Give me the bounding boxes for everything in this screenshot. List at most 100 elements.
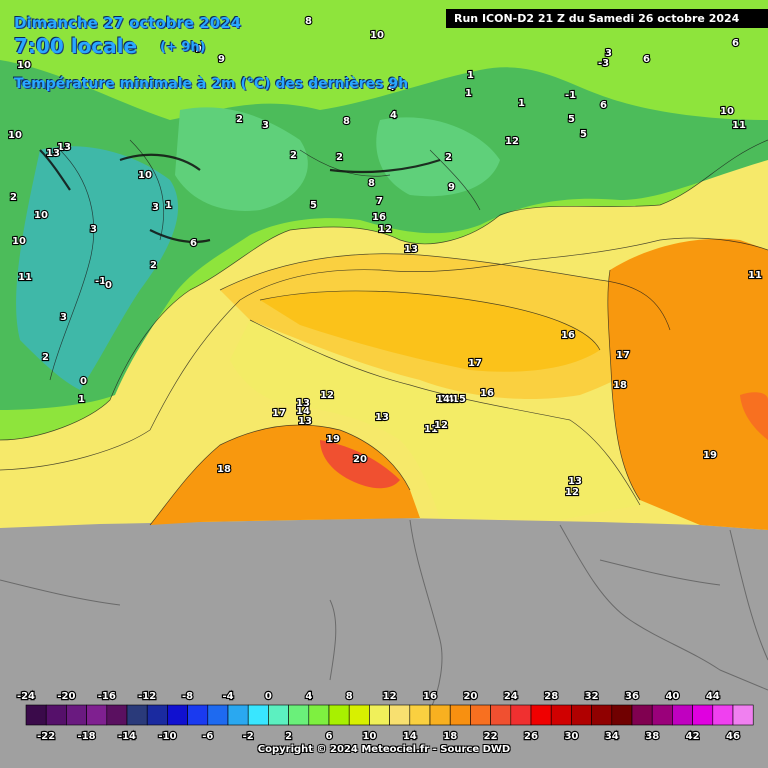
contour-label: 0	[80, 376, 87, 387]
legend-tick-upper: 0	[265, 691, 272, 702]
legend-color-swatch	[490, 704, 512, 726]
legend-color-swatch	[25, 704, 47, 726]
legend-color-swatch	[66, 704, 87, 726]
legend-color-swatch	[409, 704, 431, 726]
contour-label: 2	[236, 114, 243, 125]
legend-color-swatch	[449, 704, 471, 726]
legend-color-swatch	[692, 704, 714, 726]
copyright: Copyright © 2024 Meteociel.fr - Source D…	[257, 744, 511, 755]
contour-label: 18	[613, 380, 627, 391]
contour-label: 2	[336, 152, 343, 163]
contour-label: 14	[296, 406, 310, 417]
legend-tick-upper: 28	[544, 691, 558, 702]
legend-tick-lower: 26	[524, 731, 538, 742]
legend-color-swatch	[187, 704, 209, 726]
forecast-date: Dimanche 27 octobre 2024	[14, 14, 242, 32]
legend-tick-lower: 18	[443, 731, 457, 742]
legend-color-swatch	[106, 704, 128, 726]
contour-label: 0	[105, 280, 112, 291]
contour-label: 16	[372, 212, 386, 223]
contour-label: 15	[452, 394, 466, 405]
legend-color-swatch	[712, 704, 734, 726]
contour-label: 13	[375, 412, 389, 423]
legend-tick-lower: -6	[202, 731, 213, 742]
legend-tick-upper: 24	[504, 691, 518, 702]
forecast-time: 7:00 locale	[14, 34, 138, 58]
legend-tick-lower: 22	[484, 731, 498, 742]
legend-tick-upper: -12	[138, 691, 156, 702]
legend-color-swatch	[369, 704, 390, 726]
legend-color-swatch	[167, 704, 188, 726]
legend-color-swatch	[470, 704, 491, 726]
legend-color-swatch	[672, 704, 693, 726]
contour-label: 19	[703, 450, 717, 461]
contour-label: 10	[17, 60, 31, 71]
contour-label: 9	[218, 54, 225, 65]
contour-label: 17	[272, 408, 286, 419]
contour-label: 19	[326, 434, 340, 445]
legend-color-swatch	[591, 704, 613, 726]
legend-color-swatch	[429, 704, 451, 726]
contour-label: 14	[440, 394, 454, 405]
legend-color-swatch	[550, 704, 572, 726]
contour-label: 3	[152, 202, 159, 213]
geo-boundaries	[0, 519, 768, 711]
contour-label: 10	[8, 130, 22, 141]
contour-label: -3	[598, 58, 609, 69]
contour-label: 6	[600, 100, 607, 111]
legend-color-swatch	[510, 704, 532, 726]
legend-color-swatch	[146, 704, 168, 726]
legend-tick-upper: 40	[665, 691, 679, 702]
contour-label: 12	[378, 224, 392, 235]
apennines	[230, 320, 640, 520]
cold-core-east	[376, 117, 500, 197]
legend-tick-upper: 20	[463, 691, 477, 702]
contour-label: 10	[370, 30, 384, 41]
contour-label: 16	[480, 388, 494, 399]
contour-label: 1	[518, 98, 525, 109]
legend-tick-upper: -24	[17, 691, 35, 702]
contour-lines	[0, 139, 768, 526]
contour-label: 11	[732, 120, 746, 131]
contour-label: 12	[505, 136, 519, 147]
contour-label: 3	[262, 120, 269, 131]
contour-label: 3	[605, 48, 612, 59]
legend: -24 -20 -16 -12 -8 -4 0 4 8 12 16 20 24 28 32 36 40 44 -2…	[16, 690, 754, 743]
lead-time: (+ 9h)	[160, 40, 206, 55]
legend-tick-lower: 14	[403, 731, 417, 742]
legend-tick-upper: 8	[346, 691, 353, 702]
contour-label: 6	[732, 38, 739, 49]
cold-core-west	[16, 146, 179, 390]
legend-color-swatch	[348, 704, 370, 726]
contour-label: -1	[565, 90, 576, 101]
contour-label: 5	[580, 129, 587, 140]
legend-tick-lower: 30	[564, 731, 578, 742]
contour-label: 11	[424, 424, 438, 435]
contour-label: 1	[165, 200, 172, 211]
contour-label: 2	[445, 152, 452, 163]
legend-color-swatch	[328, 704, 350, 726]
legend-color-swatch	[389, 704, 411, 726]
legend-color-swatch	[86, 704, 108, 726]
legend-color-swatch	[126, 704, 148, 726]
cold-core-center	[175, 107, 308, 211]
contour-label: 10	[720, 106, 734, 117]
contour-label: -1	[95, 276, 106, 287]
contour-label: 13	[404, 244, 418, 255]
legend-tick-lower: 46	[726, 731, 740, 742]
contour-label: 5	[310, 200, 317, 211]
legend-color-swatch	[631, 704, 653, 726]
legend-tick-upper: 32	[585, 691, 599, 702]
contour-label: 12	[434, 420, 448, 431]
contour-label: 9	[448, 182, 455, 193]
contour-label: 13	[46, 148, 60, 159]
legend-tick-lower: -18	[78, 731, 96, 742]
legend-tick-upper: 44	[706, 691, 720, 702]
contour-label: 2	[42, 352, 49, 363]
contour-label: 8	[343, 116, 350, 127]
legend-tick-lower: 34	[605, 731, 619, 742]
legend-tick-lower: 10	[362, 731, 376, 742]
legend-tick-lower: -14	[118, 731, 136, 742]
contour-label: 20	[353, 454, 367, 465]
contour-label: 8	[368, 178, 375, 189]
